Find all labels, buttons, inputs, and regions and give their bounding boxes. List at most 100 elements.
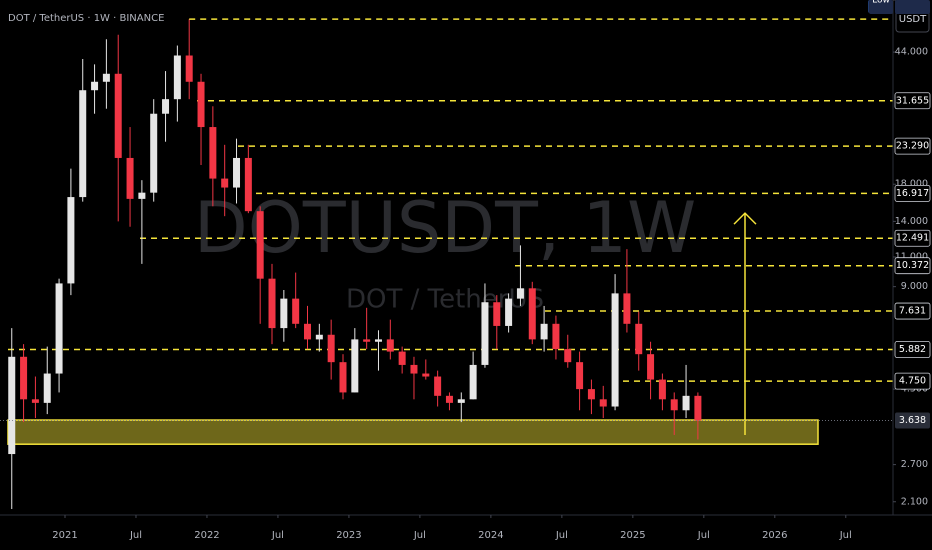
- candle-body: [138, 192, 146, 199]
- candle-body: [587, 389, 595, 400]
- x-tick-label: 2026: [762, 530, 787, 541]
- candle-body: [244, 157, 252, 212]
- y-tick-label: 14.000: [895, 216, 928, 227]
- candle-body: [445, 395, 453, 403]
- candle-body: [611, 293, 619, 407]
- x-tick-label: 2023: [336, 530, 361, 541]
- x-tick-label: Jul: [555, 530, 568, 541]
- candle-body: [114, 73, 122, 158]
- candle-body: [457, 399, 465, 403]
- level-box: [894, 184, 931, 202]
- level-box: [894, 92, 931, 110]
- chart-title: DOT / TetherUS · 1W · BINANCE: [8, 13, 164, 24]
- candle-body: [280, 298, 288, 329]
- level-label: 31.655: [896, 95, 929, 106]
- candle-body: [315, 334, 323, 340]
- candle-body: [221, 178, 229, 188]
- candle-body: [20, 356, 28, 400]
- candle-body: [469, 364, 477, 400]
- candle-body: [91, 81, 99, 91]
- candle-body: [79, 90, 87, 198]
- level-label: 7.631: [899, 306, 926, 317]
- candle-body: [576, 362, 584, 390]
- candle-body: [398, 351, 406, 365]
- level-box: [894, 137, 931, 155]
- low-label-box: [869, 0, 893, 14]
- candle-body: [233, 157, 241, 188]
- level-label: 5.882: [899, 344, 926, 355]
- candle-body: [43, 373, 51, 403]
- level-label: 23.290: [896, 141, 929, 152]
- plot-area: [0, 18, 893, 509]
- candle-body: [339, 362, 347, 393]
- candle-body: [481, 302, 489, 365]
- level-box: [894, 341, 931, 358]
- candle-body: [599, 399, 607, 407]
- candle-body: [268, 278, 276, 329]
- candle-body: [410, 364, 418, 374]
- candle-body: [528, 288, 536, 340]
- level-box: [894, 257, 931, 275]
- y-tick-label: 11.000: [895, 252, 928, 263]
- watermark: DOTUSDT, 1W: [194, 187, 696, 269]
- level-box: [894, 302, 931, 320]
- level-label: 12.491: [896, 233, 929, 244]
- candle-body: [682, 395, 690, 411]
- price-box: [895, 412, 930, 429]
- x-tick-label: Jul: [129, 530, 142, 541]
- low-box: [895, 0, 930, 14]
- x-tick-label: Jul: [413, 530, 426, 541]
- candle-body: [150, 113, 158, 193]
- candle-body: [197, 81, 205, 128]
- candle-body: [374, 339, 382, 342]
- level-label: 10.372: [896, 260, 929, 271]
- candle-body: [55, 283, 63, 374]
- x-tick-label: Jul: [839, 530, 852, 541]
- x-tick-label: Jul: [697, 530, 710, 541]
- candle-body: [126, 157, 134, 199]
- candle-body: [540, 323, 548, 340]
- candle-body: [162, 99, 170, 114]
- candle-body: [516, 288, 524, 299]
- watermark-subtitle: DOT / TetherUS: [346, 285, 544, 315]
- candle-body: [386, 339, 394, 352]
- candle-body: [8, 356, 16, 455]
- candle-body: [552, 323, 560, 350]
- candle-body: [363, 339, 371, 342]
- candle-body: [351, 339, 359, 393]
- candle-body: [658, 379, 666, 400]
- candle-body: [623, 293, 631, 324]
- support-zone: [7, 419, 819, 445]
- candle-body: [635, 323, 643, 355]
- candle-body: [434, 376, 442, 396]
- price-label: 3.638: [899, 415, 926, 426]
- candle-body: [173, 55, 181, 100]
- candle-body: [292, 298, 300, 324]
- candle-body: [185, 55, 193, 82]
- candle-body: [422, 373, 430, 377]
- y-tick-label: 44.000: [895, 47, 928, 58]
- candle-body: [564, 349, 572, 363]
- candle-body: [256, 211, 264, 279]
- y-tick-label: 2.100: [901, 496, 928, 507]
- y-tick-label: 18.000: [895, 179, 928, 190]
- x-tick-label: Jul: [271, 530, 284, 541]
- candle-body: [31, 399, 39, 403]
- x-tick-label: 2022: [194, 530, 219, 541]
- candle-body: [102, 73, 110, 82]
- level-box: [894, 372, 931, 390]
- low-label: Low: [872, 0, 890, 6]
- candle-body: [67, 197, 75, 284]
- candle-body: [505, 298, 513, 326]
- candle-body: [694, 395, 702, 421]
- arrow-head: [733, 212, 757, 225]
- currency-label: USDT: [899, 14, 927, 25]
- candle-body: [327, 334, 335, 363]
- candle-body: [493, 302, 501, 326]
- candle-body: [670, 399, 678, 411]
- level-box: [894, 229, 931, 247]
- y-tick-label: 9.000: [901, 281, 928, 292]
- candle-body: [209, 127, 217, 179]
